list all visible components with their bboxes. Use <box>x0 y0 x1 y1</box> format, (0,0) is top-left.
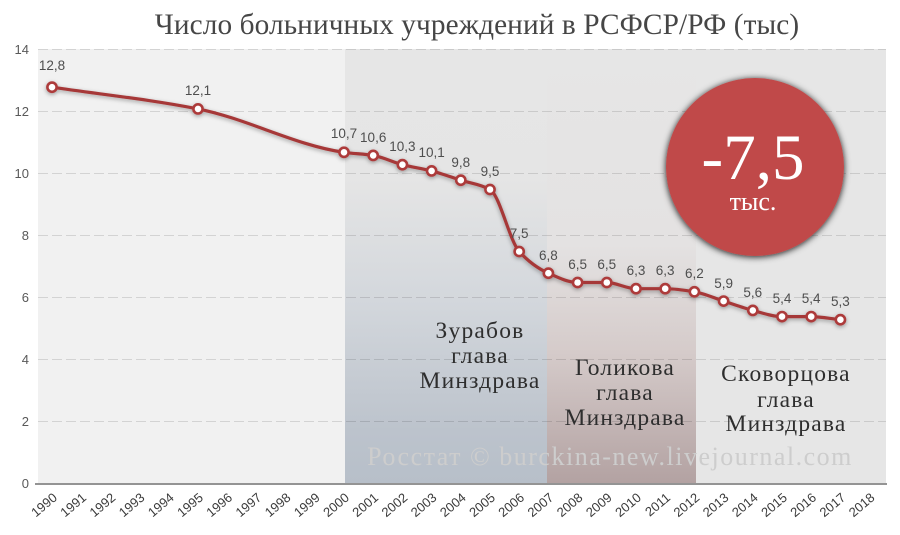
svg-text:2: 2 <box>22 414 29 429</box>
svg-text:5,6: 5,6 <box>743 285 762 300</box>
svg-text:10,3: 10,3 <box>389 139 415 154</box>
svg-text:5,9: 5,9 <box>714 276 733 291</box>
svg-text:7,5: 7,5 <box>510 226 529 241</box>
svg-text:тыс.: тыс. <box>730 187 777 216</box>
svg-text:8: 8 <box>22 228 29 243</box>
svg-text:4: 4 <box>22 352 29 367</box>
svg-text:6,5: 6,5 <box>568 257 587 272</box>
svg-text:0: 0 <box>22 476 29 491</box>
svg-text:5,4: 5,4 <box>773 291 792 306</box>
svg-text:глава: глава <box>596 380 654 406</box>
svg-text:6,8: 6,8 <box>539 248 558 263</box>
svg-text:6,3: 6,3 <box>656 263 675 278</box>
svg-text:5,3: 5,3 <box>831 294 850 309</box>
svg-text:6,2: 6,2 <box>685 266 704 281</box>
svg-text:Сковорцова: Сковорцова <box>721 361 851 387</box>
svg-text:Минздрава: Минздрава <box>564 405 685 431</box>
svg-text:Минздрава: Минздрава <box>419 368 540 394</box>
svg-text:6: 6 <box>22 290 29 305</box>
svg-text:Росстат © burckina-new.livejou: Росстат © burckina-new.livejournal.com <box>367 442 853 471</box>
svg-text:Минздрава: Минздрава <box>725 411 846 437</box>
svg-text:10,6: 10,6 <box>360 130 386 145</box>
svg-text:Число больничных учреждений в: Число больничных учреждений в РСФСР/РФ (… <box>155 9 800 41</box>
svg-text:12,1: 12,1 <box>185 83 211 98</box>
svg-text:глава: глава <box>451 343 509 369</box>
svg-text:10,7: 10,7 <box>331 126 357 141</box>
svg-text:12: 12 <box>15 104 29 119</box>
svg-text:10: 10 <box>15 166 29 181</box>
svg-text:9,5: 9,5 <box>481 164 500 179</box>
svg-text:Зурабов: Зурабов <box>436 318 525 344</box>
svg-text:6,5: 6,5 <box>597 257 616 272</box>
svg-text:12,8: 12,8 <box>39 58 65 73</box>
svg-text:6,3: 6,3 <box>627 263 646 278</box>
svg-text:-7,5: -7,5 <box>702 122 805 194</box>
svg-text:5,4: 5,4 <box>802 291 821 306</box>
svg-text:9,8: 9,8 <box>451 155 470 170</box>
svg-text:14: 14 <box>15 42 29 57</box>
svg-text:глава: глава <box>757 387 815 413</box>
svg-text:Голикова: Голикова <box>575 355 675 381</box>
svg-text:10,1: 10,1 <box>418 145 444 160</box>
